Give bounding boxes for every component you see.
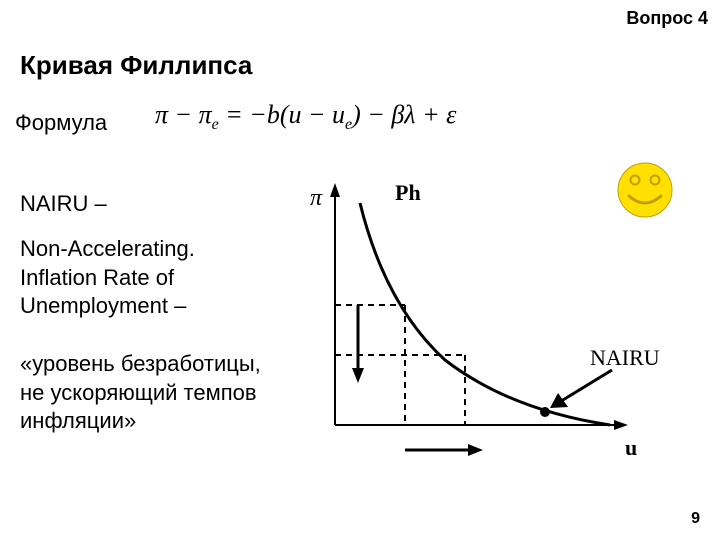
formula-expression: π − πe = −b(u − ue) − βλ + ε (155, 100, 456, 134)
phillips-curve-chart: π Ph NAIRU u (290, 175, 700, 505)
nairu-ru: «уровень безработицы, не ускоряющий темп… (20, 350, 261, 436)
nairu-ru-line: инфляции» (20, 407, 261, 436)
nairu-ru-line: «уровень безработицы, (20, 350, 261, 379)
page-number: 9 (691, 510, 700, 528)
x-axis-label: u (625, 435, 637, 460)
nairu-full-line: Unemployment – (20, 292, 195, 321)
page-title: Кривая Филлипса (20, 50, 252, 81)
question-number: Вопрос 4 (626, 8, 708, 29)
nairu-full-line: Inflation Rate of (20, 264, 195, 293)
curve-label: Ph (395, 180, 421, 205)
nairu-ru-line: не ускоряющий темпов (20, 379, 261, 408)
nairu-point-label: NAIRU (590, 345, 660, 370)
nairu-full: Non-Accelerating. Inflation Rate of Unem… (20, 235, 195, 321)
nairu-abbrev: NAIRU – (20, 190, 107, 219)
formula-label: Формула (15, 110, 107, 136)
y-axis-label: π (310, 185, 323, 211)
nairu-full-line: Non-Accelerating. (20, 235, 195, 264)
